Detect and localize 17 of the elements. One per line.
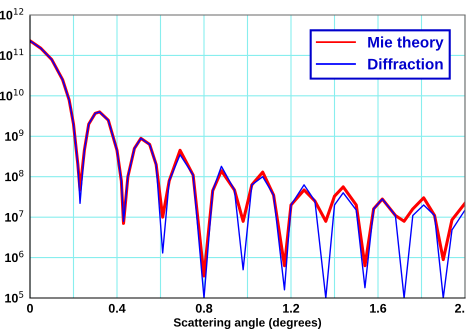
x-tick-label: 0.8 — [196, 304, 212, 313]
y-tick-label: 10$^{7}$ — [5, 210, 24, 222]
x-tick-label: 1.2 — [283, 304, 300, 313]
legend-label: Diffraction — [368, 58, 443, 70]
x-axis-title: Scattering angle (degrees) — [174, 318, 322, 330]
x-tick-label: 0 — [27, 304, 33, 313]
y-tick-label: 10$^{12}$ — [0, 8, 24, 20]
x-tick-label: 2. — [455, 304, 464, 313]
y-tick-label: 10$^{6}$ — [5, 250, 24, 262]
legend-label: Mie theory — [368, 36, 444, 51]
x-tick-label: 0.4 — [108, 304, 126, 313]
y-tick-label: 10$^{11}$ — [0, 48, 24, 60]
y-tick-label: 10$^{10}$ — [0, 89, 24, 100]
x-tick-label: 1.6 — [370, 304, 386, 313]
y-tick-label: 10$^{9}$ — [5, 129, 24, 141]
y-tick-label: 10$^{5}$ — [5, 291, 24, 303]
y-tick-label: 10$^{8}$ — [5, 170, 24, 182]
